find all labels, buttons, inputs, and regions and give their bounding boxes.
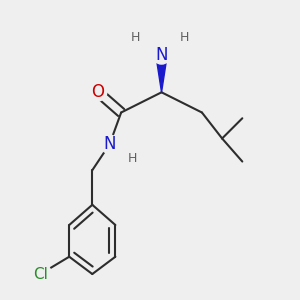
Text: N: N: [103, 135, 116, 153]
Polygon shape: [156, 55, 167, 92]
Text: H: H: [180, 31, 189, 44]
Text: Cl: Cl: [33, 266, 48, 281]
Text: H: H: [128, 152, 137, 165]
Text: O: O: [92, 83, 105, 101]
Circle shape: [125, 152, 140, 166]
Circle shape: [152, 46, 171, 64]
Text: H: H: [131, 31, 140, 44]
Text: N: N: [155, 46, 168, 64]
Circle shape: [177, 30, 192, 45]
Circle shape: [89, 84, 107, 101]
Circle shape: [128, 30, 143, 45]
Circle shape: [29, 263, 51, 285]
Circle shape: [100, 135, 119, 154]
